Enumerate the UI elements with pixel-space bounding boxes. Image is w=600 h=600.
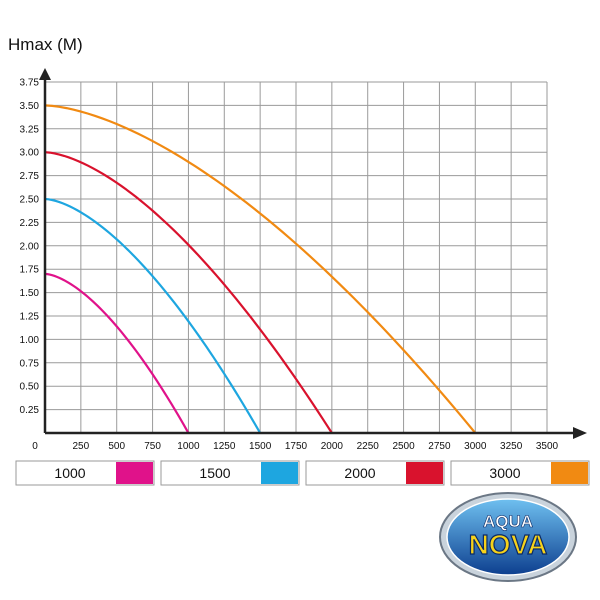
x-tick-label: 0 xyxy=(32,441,38,452)
series-line-3000 xyxy=(44,104,477,434)
y-tick-label: 3.00 xyxy=(20,148,40,159)
aqua-nova-logo: AQUA NOVA xyxy=(439,492,577,582)
y-tick-label: 0.75 xyxy=(20,358,40,369)
y-tick-label: 2.75 xyxy=(20,171,40,182)
legend-swatch xyxy=(116,462,153,484)
x-tick-label: 2750 xyxy=(428,441,451,452)
chart-axes xyxy=(39,68,587,439)
y-tick-label: 3.50 xyxy=(20,101,40,112)
chart-curves xyxy=(44,104,477,434)
logo-line2: NOVA xyxy=(469,529,548,560)
legend-label: 2000 xyxy=(344,465,375,481)
y-tick-label: 1.75 xyxy=(20,265,40,276)
legend-label: 1500 xyxy=(199,465,230,481)
y-tick-label: 2.00 xyxy=(20,241,40,252)
x-tick-label: 3000 xyxy=(464,441,487,452)
series-line-1000 xyxy=(44,272,190,434)
legend-swatch xyxy=(551,462,588,484)
legend-item-1000: 1000 xyxy=(15,460,155,486)
x-tick-label: 2000 xyxy=(321,441,344,452)
y-tick-label: 0.25 xyxy=(20,405,40,416)
legend-item-3000: 3000 xyxy=(450,460,590,486)
x-tick-label: 500 xyxy=(108,441,125,452)
chart-grid xyxy=(45,81,548,433)
chart-legend: 1000 1500 2000 3000 xyxy=(15,460,590,486)
y-tick-label: 2.25 xyxy=(20,218,40,229)
x-tick-label: 1500 xyxy=(249,441,272,452)
legend-item-2000: 2000 xyxy=(305,460,445,486)
legend-label: 1000 xyxy=(54,465,85,481)
x-tick-label: 2500 xyxy=(392,441,415,452)
y-tick-label: 1.50 xyxy=(20,288,40,299)
x-tick-label: 3500 xyxy=(536,441,559,452)
series-line-1500 xyxy=(44,197,262,434)
y-tick-label: 3.75 xyxy=(20,78,40,89)
chart-tick-labels: 0 250 500 750 1000 1250 1500 1750 2000 2250 2500 27… xyxy=(20,78,559,453)
y-tick-label: 1.25 xyxy=(20,312,40,323)
y-tick-label: 0.50 xyxy=(20,382,40,393)
y-axis-arrow xyxy=(39,68,51,80)
legend-item-1500: 1500 xyxy=(160,460,300,486)
x-tick-label: 1250 xyxy=(213,441,236,452)
x-tick-label: 1000 xyxy=(177,441,200,452)
x-tick-label: 3250 xyxy=(500,441,523,452)
legend-label: 3000 xyxy=(489,465,520,481)
x-tick-label: 250 xyxy=(73,441,90,452)
series-line-2000 xyxy=(44,151,333,434)
y-tick-label: 3.25 xyxy=(20,124,40,135)
y-axis-label: Hmax (M) xyxy=(8,35,83,54)
y-tick-label: 2.50 xyxy=(20,195,40,206)
y-tick-label: 1.00 xyxy=(20,335,40,346)
x-axis-arrow xyxy=(573,427,587,439)
x-tick-label: 2250 xyxy=(357,441,380,452)
x-tick-label: 1750 xyxy=(285,441,308,452)
legend-swatch xyxy=(261,462,298,484)
x-tick-label: 750 xyxy=(144,441,161,452)
logo-line1: AQUA xyxy=(483,512,533,531)
legend-swatch xyxy=(406,462,443,484)
